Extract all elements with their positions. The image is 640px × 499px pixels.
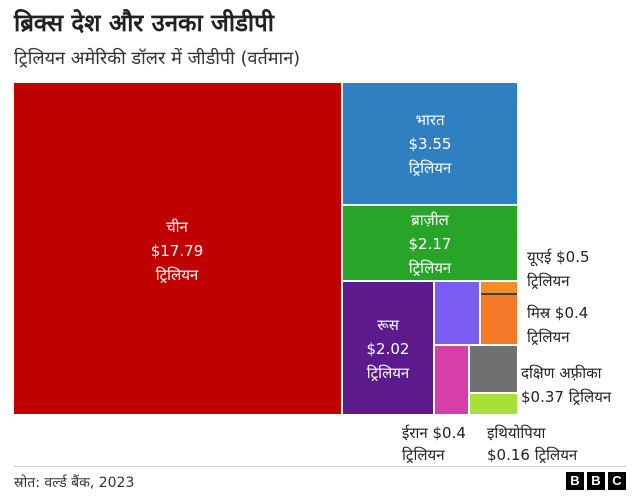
russia-value-label: $2.02 — [367, 340, 410, 358]
india-name-label: भारत — [415, 111, 445, 129]
source-note: स्रोत: वर्ल्ड बैंक, 2023 — [14, 475, 135, 491]
brazil-name-label: ब्राज़ील — [411, 211, 449, 229]
brazil-unit-label: ट्रिलियन — [409, 259, 452, 277]
china-unit-label: ट्रिलियन — [156, 266, 199, 284]
cell-brazil — [343, 206, 517, 280]
cell-ethiopia — [470, 394, 517, 414]
india-unit-label: ट्रिलियन — [409, 159, 452, 177]
chart-title: ब्रिक्स देश और उनका जीडीपी — [14, 9, 274, 37]
bbc-logo: B B C — [566, 472, 626, 490]
cell-russia — [343, 282, 433, 414]
footer-divider — [14, 466, 626, 467]
egypt-name-value-label: मिस्र $0.4 — [527, 304, 588, 322]
uae-unit-label: ट्रिलियन — [527, 272, 570, 290]
iran-name-value-label: ईरान $0.4 — [402, 424, 466, 442]
bbc-logo-letter: B — [566, 472, 584, 490]
egypt-unit-label: ट्रिलियन — [527, 328, 570, 346]
cell-iran-lower — [435, 346, 468, 414]
cell-iran — [435, 282, 479, 344]
south-africa-value-label: $0.37 ट्रिलियन — [521, 388, 612, 406]
india-value-label: $3.55 — [409, 135, 452, 153]
china-value-label: $17.79 — [151, 242, 204, 260]
iran-unit-label: ट्रिलियन — [402, 446, 445, 464]
south-africa-name-label: दक्षिण अफ़्रीका — [521, 364, 603, 382]
cell-india — [343, 83, 517, 204]
russia-unit-label: ट्रिलियन — [367, 364, 410, 382]
bbc-logo-letter: B — [587, 472, 605, 490]
uae-name-value-label: यूएई $0.5 — [527, 248, 590, 267]
cell-china — [14, 83, 341, 414]
russia-name-label: रूस — [377, 316, 400, 334]
chart-subtitle: ट्रिलियन अमेरिकी डॉलर में जीडीपी (वर्तमा… — [14, 48, 301, 69]
ethiopia-value-label: $0.16 ट्रिलियन — [487, 446, 578, 464]
cell-south-africa — [470, 346, 517, 392]
china-name-label: चीन — [166, 218, 188, 236]
bbc-logo-letter: C — [608, 472, 626, 490]
brazil-value-label: $2.17 — [409, 235, 452, 253]
ethiopia-name-label: इथियोपिया — [487, 424, 547, 442]
cell-uae — [481, 282, 517, 293]
cell-egypt — [481, 295, 517, 344]
